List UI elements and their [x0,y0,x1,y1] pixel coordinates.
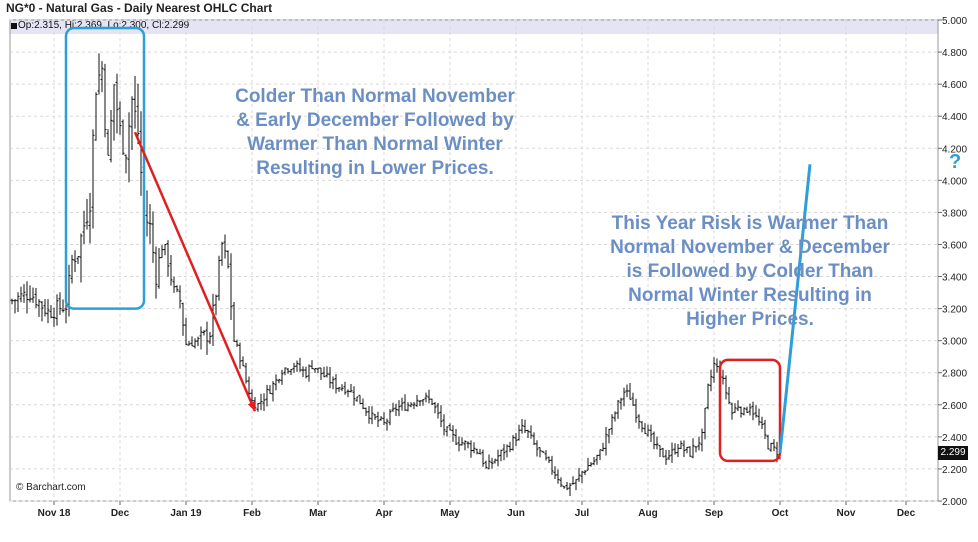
y-tick-label: 3.800 [942,208,967,219]
y-tick-label: 5.000 [942,16,967,27]
x-tick-label: Jan 19 [170,508,202,519]
y-tick-label: 4.400 [942,112,967,123]
y-tick-label: 2.600 [942,401,967,412]
x-tick-label: Jul [575,508,590,519]
y-tick-label: 4.000 [942,176,967,187]
downtrend-arrow-head [247,401,255,412]
last-price-badge: 2.299 [938,446,968,460]
highlight-box-right [718,358,782,463]
annotation-right-line: Normal November & December [610,237,890,258]
ohlc-marker-icon [11,23,17,29]
annotation-left-line: Colder Than Normal November [235,86,515,107]
x-tick-label: Dec [897,508,916,519]
ohlc-values: Op:2.315, Hi:2.369, Lo:2.300, Cl:2.299 [18,20,190,31]
annotation-left-line: & Early December Followed by [236,110,514,131]
x-tick-label: Nov 18 [38,508,71,519]
annotation-left-line: Resulting in Lower Prices. [256,158,494,179]
x-tick-label: Sep [705,508,723,519]
y-tick-label: 2.000 [942,497,967,508]
y-tick-label: 3.200 [942,305,967,316]
question-mark-label: ? [949,151,962,173]
annotation-right: This Year Risk is Warmer Than Normal Nov… [570,212,930,332]
y-tick-label: 4.600 [942,80,967,91]
annotation-right-line: Higher Prices. [686,309,814,330]
y-tick-label: 3.400 [942,273,967,284]
annotation-right-line: Normal Winter Resulting in [628,285,872,306]
annotation-right-line: This Year Risk is Warmer Than [611,213,889,234]
y-tick-label: 2.200 [942,465,967,476]
y-tick-label: 3.600 [942,240,967,251]
annotation-left-line: Warmer Than Normal Winter [247,134,503,155]
y-tick-label: 4.200 [942,144,967,155]
annotation-right-line: is Followed by Colder Than [626,261,874,282]
x-tick-label: Jun [507,508,525,519]
downtrend-arrow-line [133,131,257,412]
x-tick-label: Nov [837,508,856,519]
x-tick-label: Feb [243,508,261,519]
x-tick-label: Mar [309,508,327,519]
y-tick-label: 2.800 [942,369,967,380]
y-tick-label: 4.800 [942,48,967,59]
x-tick-label: Aug [638,508,657,519]
chart-title: NG*0 - Natural Gas - Daily Nearest OHLC … [6,1,273,15]
x-tick-label: Oct [772,508,789,519]
annotation-left: Colder Than Normal November & Early Dece… [190,85,560,181]
y-tick-label: 3.000 [942,337,967,348]
x-tick-label: Dec [111,508,130,519]
x-tick-label: May [440,508,460,519]
x-tick-label: Apr [375,508,392,519]
chart-credit: © Barchart.com [16,482,86,493]
y-tick-label: 2.400 [942,433,967,444]
highlight-box-left [64,26,146,310]
forecast-line [778,164,812,454]
ohlc-info-bar: Op:2.315, Hi:2.369, Lo:2.300, Cl:2.299 [10,19,938,34]
